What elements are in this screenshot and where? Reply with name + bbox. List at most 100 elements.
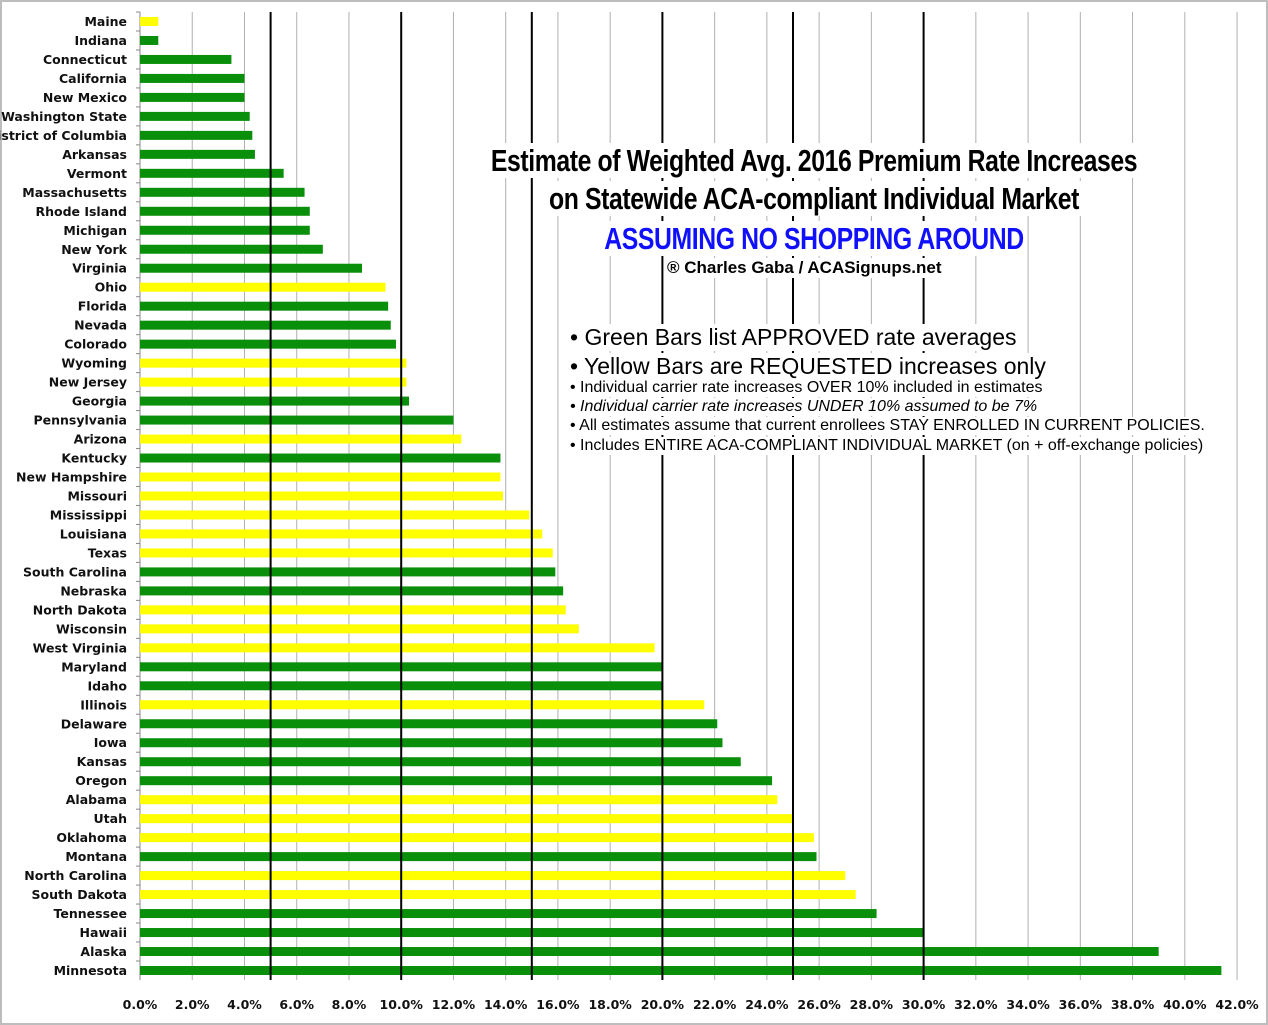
category-label: Texas bbox=[88, 545, 127, 560]
category-label: New Mexico bbox=[43, 90, 128, 105]
bar-south-carolina bbox=[140, 567, 556, 577]
bar-virginia bbox=[140, 263, 363, 273]
bar-arizona bbox=[140, 434, 462, 444]
category-label: Pennsylvania bbox=[33, 413, 127, 428]
x-tick-label: 14.0% bbox=[484, 997, 528, 1012]
bar-nebraska bbox=[140, 586, 564, 596]
category-label: Arkansas bbox=[62, 147, 127, 162]
category-label: Colorado bbox=[64, 337, 127, 352]
bar-indiana bbox=[140, 35, 159, 45]
category-label: New Jersey bbox=[49, 375, 127, 390]
x-tick-label: 20.0% bbox=[641, 997, 685, 1012]
chart-subtitle: ASSUMING NO SHOPPING AROUND bbox=[163, 221, 1268, 257]
category-label: Kentucky bbox=[61, 451, 127, 466]
x-tick-label: 18.0% bbox=[588, 997, 632, 1012]
category-label: Missouri bbox=[67, 488, 127, 503]
bar-delaware bbox=[140, 719, 718, 729]
note-over-10: • Individual carrier rate increases OVER… bbox=[570, 379, 1043, 397]
bar-minnesota bbox=[140, 965, 1222, 975]
bar-kansas bbox=[140, 757, 741, 767]
note-approved: • Green Bars list APPROVED rate averages bbox=[570, 324, 1017, 351]
category-label: Virginia bbox=[72, 261, 127, 276]
subtitle-text: ASSUMING NO SHOPPING AROUND bbox=[601, 221, 1027, 256]
category-label: Kansas bbox=[77, 754, 127, 769]
bar-colorado bbox=[140, 339, 396, 349]
bar-district-of-columbia bbox=[140, 130, 253, 140]
x-tick-label: 26.0% bbox=[797, 997, 841, 1012]
bar-california bbox=[140, 73, 245, 83]
bar-massachusetts bbox=[140, 187, 305, 197]
x-tick-label: 4.0% bbox=[227, 997, 262, 1012]
category-label: California bbox=[59, 71, 127, 86]
category-label: North Dakota bbox=[33, 602, 127, 617]
bar-new-york bbox=[140, 244, 323, 254]
bar-ohio bbox=[140, 282, 386, 292]
x-tick-label: 8.0% bbox=[332, 997, 367, 1012]
category-label: Wyoming bbox=[61, 356, 127, 371]
category-label: Utah bbox=[94, 811, 127, 826]
category-label: District of Columbia bbox=[0, 128, 127, 143]
bar-tennessee bbox=[140, 909, 877, 919]
category-label: Connecticut bbox=[43, 52, 127, 67]
note-requested: • Yellow Bars are REQUESTED increases on… bbox=[570, 353, 1046, 380]
category-label: Oregon bbox=[75, 773, 127, 788]
bar-arkansas bbox=[140, 149, 255, 159]
bar-new-hampshire bbox=[140, 472, 501, 482]
bar-missouri bbox=[140, 491, 504, 501]
x-tick-label: 42.0% bbox=[1215, 997, 1259, 1012]
category-label: Delaware bbox=[61, 716, 127, 731]
category-label: Louisiana bbox=[60, 526, 127, 541]
category-label: Mississippi bbox=[50, 507, 127, 522]
bar-new-jersey bbox=[140, 377, 407, 387]
bar-texas bbox=[140, 548, 553, 558]
bar-oregon bbox=[140, 776, 773, 786]
category-label: Wisconsin bbox=[56, 621, 127, 636]
bar-louisiana bbox=[140, 529, 543, 539]
note-enrollees: • All estimates assume that current enro… bbox=[570, 417, 1205, 435]
x-tick-label: 40.0% bbox=[1163, 997, 1207, 1012]
category-label: Illinois bbox=[80, 697, 127, 712]
chart-title-line1: Estimate of Weighted Avg. 2016 Premium R… bbox=[487, 143, 1141, 178]
bar-utah bbox=[140, 814, 793, 824]
category-label: Minnesota bbox=[54, 963, 127, 978]
x-tick-label: 16.0% bbox=[536, 997, 580, 1012]
x-tick-label: 38.0% bbox=[1111, 997, 1155, 1012]
category-label: New Hampshire bbox=[16, 470, 127, 485]
bar-nevada bbox=[140, 320, 391, 330]
category-label: Montana bbox=[65, 849, 127, 864]
bar-maine bbox=[140, 16, 159, 26]
category-label: Maryland bbox=[61, 659, 127, 674]
category-label: Alabama bbox=[66, 792, 127, 807]
bar-iowa bbox=[140, 738, 723, 748]
x-tick-label: 24.0% bbox=[745, 997, 789, 1012]
bar-rhode-island bbox=[140, 206, 310, 216]
category-label: South Carolina bbox=[23, 564, 127, 579]
category-label: Tennessee bbox=[54, 906, 127, 921]
category-label: West Virginia bbox=[33, 640, 127, 655]
bar-washington-state bbox=[140, 111, 250, 121]
x-tick-label: 2.0% bbox=[175, 997, 210, 1012]
note-under-10: • Individual carrier rate increases UNDE… bbox=[570, 398, 1038, 416]
category-label: Vermont bbox=[67, 166, 127, 181]
x-tick-label: 6.0% bbox=[279, 997, 314, 1012]
category-label: Alaska bbox=[80, 944, 127, 959]
category-label: Nevada bbox=[74, 318, 127, 333]
x-tick-label: 22.0% bbox=[693, 997, 737, 1012]
x-tick-label: 30.0% bbox=[902, 997, 946, 1012]
bar-wisconsin bbox=[140, 624, 579, 634]
category-label: Rhode Island bbox=[35, 204, 127, 219]
category-label: South Dakota bbox=[31, 887, 127, 902]
category-label: Georgia bbox=[72, 394, 127, 409]
bar-north-carolina bbox=[140, 871, 846, 881]
category-label: Indiana bbox=[74, 33, 127, 48]
category-label: Hawaii bbox=[80, 925, 127, 940]
bar-kentucky bbox=[140, 453, 501, 463]
category-label: Maine bbox=[84, 14, 127, 29]
bar-west-virginia bbox=[140, 643, 655, 653]
bar-michigan bbox=[140, 225, 310, 235]
x-tick-label: 0.0% bbox=[123, 997, 158, 1012]
bar-alaska bbox=[140, 947, 1159, 957]
chart-title: Estimate of Weighted Avg. 2016 Premium R… bbox=[163, 143, 1268, 179]
